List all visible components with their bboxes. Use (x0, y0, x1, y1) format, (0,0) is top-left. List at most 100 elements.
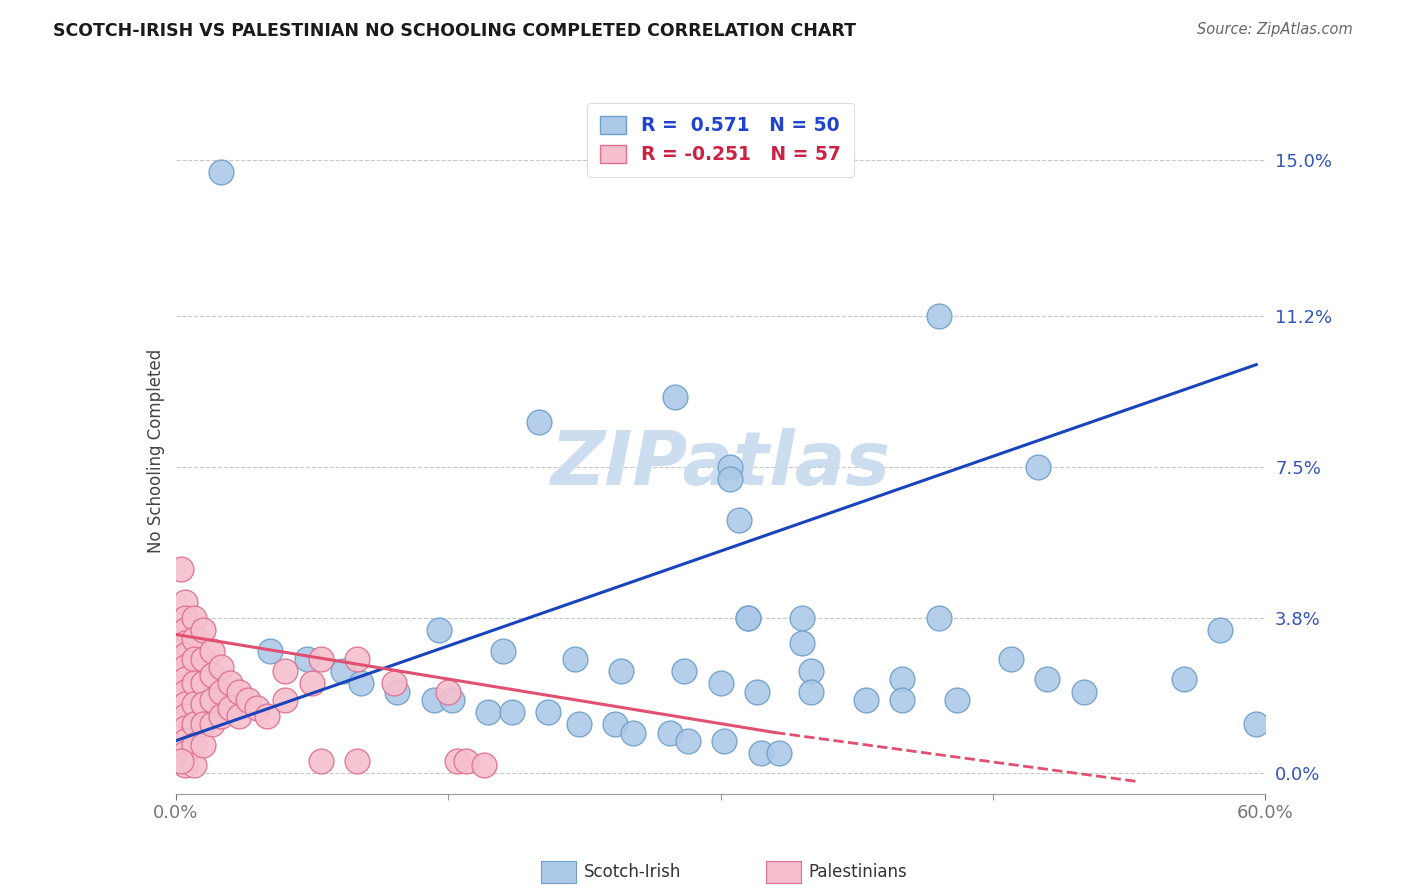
Point (710, 676, 733, 690)
Point (621, 725, 644, 739)
Point (564, 652, 586, 666)
Point (173, 733, 195, 747)
Point (1073, 684, 1095, 698)
Point (1173, 673, 1195, 687)
Point (209, 709, 232, 723)
Point (387, 684, 409, 698)
Point (201, 668, 224, 682)
Point (673, 664, 696, 679)
Point (1000, 652, 1022, 666)
Point (201, 717, 224, 731)
Point (928, 611, 950, 625)
Point (437, 684, 460, 698)
Point (201, 644, 224, 658)
Point (1036, 673, 1059, 687)
Point (173, 758, 195, 772)
Point (183, 632, 205, 646)
Point (256, 709, 278, 723)
Point (718, 459, 741, 474)
Point (173, 709, 195, 723)
Point (191, 624, 214, 638)
Text: Source: ZipAtlas.com: Source: ZipAtlas.com (1197, 22, 1353, 37)
Point (274, 693, 297, 707)
Point (737, 611, 759, 625)
Point (173, 595, 195, 609)
Point (440, 693, 463, 707)
Point (219, 676, 242, 690)
Point (309, 652, 332, 666)
Point (800, 684, 823, 698)
Text: Scotch-Irish: Scotch-Irish (583, 863, 681, 881)
Point (219, 701, 242, 715)
Text: ZIPatlas: ZIPatlas (551, 427, 890, 500)
Point (183, 611, 205, 625)
Point (477, 705, 499, 719)
Point (170, 754, 193, 768)
Point (170, 562, 193, 576)
Point (274, 664, 297, 679)
Point (309, 754, 332, 768)
Point (792, 611, 814, 625)
Point (173, 684, 195, 698)
Point (568, 717, 591, 731)
Point (792, 635, 814, 649)
Point (492, 644, 515, 658)
Point (1028, 459, 1050, 474)
Point (501, 705, 523, 719)
Point (173, 660, 195, 674)
Point (191, 738, 214, 752)
Point (537, 705, 560, 719)
Point (173, 746, 195, 760)
Point (228, 684, 250, 698)
Point (446, 754, 468, 768)
Point (768, 746, 790, 760)
Point (173, 673, 195, 687)
Point (891, 673, 914, 687)
Point (183, 717, 205, 731)
Point (183, 652, 205, 666)
Point (456, 754, 478, 768)
Point (945, 693, 967, 707)
Point (727, 513, 749, 527)
Point (183, 697, 205, 711)
Point (191, 717, 214, 731)
Text: SCOTCH-IRISH VS PALESTINIAN NO SCHOOLING COMPLETED CORRELATION CHART: SCOTCH-IRISH VS PALESTINIAN NO SCHOOLING… (53, 22, 856, 40)
Point (246, 701, 269, 715)
Legend: R =  0.571   N = 50, R = -0.251   N = 57: R = 0.571 N = 50, R = -0.251 N = 57 (586, 103, 855, 177)
Point (332, 664, 354, 679)
Point (609, 664, 631, 679)
Y-axis label: No Schooling Completed: No Schooling Completed (146, 349, 165, 552)
Point (173, 635, 195, 649)
Point (191, 652, 214, 666)
Point (346, 652, 368, 666)
Point (173, 648, 195, 662)
Point (346, 754, 368, 768)
Point (427, 624, 450, 638)
Point (527, 415, 550, 429)
Point (422, 693, 444, 707)
Point (173, 624, 195, 638)
Point (228, 709, 250, 723)
Point (664, 390, 686, 404)
Point (605, 717, 627, 731)
Point (183, 676, 205, 690)
Point (382, 676, 405, 690)
Point (295, 652, 318, 666)
Point (676, 733, 699, 747)
Point (800, 664, 823, 679)
Point (713, 733, 735, 747)
Point (749, 746, 772, 760)
Point (301, 676, 323, 690)
Point (1209, 624, 1232, 638)
Point (201, 693, 224, 707)
Point (173, 611, 195, 625)
Point (1246, 717, 1268, 731)
Point (737, 611, 759, 625)
Text: Palestinians: Palestinians (808, 863, 907, 881)
Point (658, 725, 681, 739)
Point (474, 758, 496, 772)
Point (928, 309, 950, 323)
Point (718, 472, 741, 486)
Point (183, 738, 205, 752)
Point (209, 684, 232, 698)
